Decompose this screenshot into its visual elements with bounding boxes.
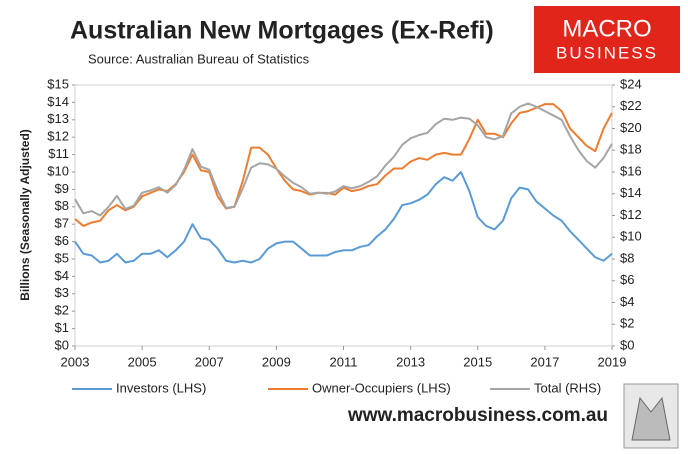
y2-tick-label: $16 [620, 163, 642, 178]
y2-tick-label: $22 [620, 98, 642, 113]
y-tick-label: $0 [55, 337, 69, 352]
y2-tick-label: $24 [620, 76, 642, 91]
y2-tick-label: $12 [620, 207, 642, 222]
y2-tick-label: $18 [620, 142, 642, 157]
logo-text: MACRO [562, 15, 651, 42]
x-tick-label: 2009 [262, 354, 291, 369]
x-tick-label: 2015 [463, 354, 492, 369]
x-tick-label: 2017 [530, 354, 559, 369]
y2-tick-label: $10 [620, 229, 642, 244]
y-tick-label: $10 [47, 163, 69, 178]
logo-image [631, 396, 671, 441]
y2-tick-label: $20 [620, 120, 642, 135]
y-tick-label: $1 [55, 320, 69, 335]
series-line [74, 171, 613, 264]
y-axis-label: Billions (Seasonally Adjusted) [18, 129, 32, 301]
x-tick-label: 2005 [128, 354, 157, 369]
y-tick-label: $2 [55, 303, 69, 318]
x-tick-label: 2007 [195, 354, 224, 369]
series-line [74, 102, 613, 217]
y2-tick-label: $14 [620, 185, 642, 200]
logo-text: BUSINESS [556, 43, 658, 62]
y-tick-label: $5 [55, 250, 69, 265]
y-tick-label: $11 [48, 146, 69, 161]
y2-tick-label: $2 [620, 316, 634, 331]
y-tick-label: $8 [55, 198, 69, 213]
plot-area [74, 84, 613, 347]
chart-title: Australian New Mortgages (Ex-Refi) [70, 17, 494, 45]
x-tick-label: 2013 [396, 354, 425, 369]
x-tick-label: 2003 [61, 354, 90, 369]
y-tick-label: $6 [55, 233, 69, 248]
legend-label: Investors (LHS) [116, 380, 206, 395]
legend-label: Owner-Occupiers (LHS) [312, 380, 451, 395]
y-tick-label: $3 [55, 285, 69, 300]
y2-tick-label: $0 [620, 337, 634, 352]
y2-tick-label: $8 [620, 250, 634, 265]
logo-box [534, 6, 680, 73]
y-tick-label: $4 [55, 268, 69, 283]
y-tick-label: $15 [47, 76, 69, 91]
x-tick-label: 2011 [330, 354, 358, 369]
x-tick-label: 2019 [598, 354, 627, 369]
legend-label: Total (RHS) [534, 380, 601, 395]
chart-subtitle: Source: Australian Bureau of Statistics [88, 51, 310, 66]
y2-tick-label: $6 [620, 272, 634, 287]
y2-tick-label: $4 [620, 294, 634, 309]
website: www.macrobusiness.com.au [347, 405, 608, 426]
y-tick-label: $14 [47, 94, 69, 109]
y-tick-label: $12 [47, 129, 69, 144]
y-tick-label: $9 [55, 181, 69, 196]
y-tick-label: $13 [47, 111, 69, 126]
y-tick-label: $7 [55, 216, 69, 231]
